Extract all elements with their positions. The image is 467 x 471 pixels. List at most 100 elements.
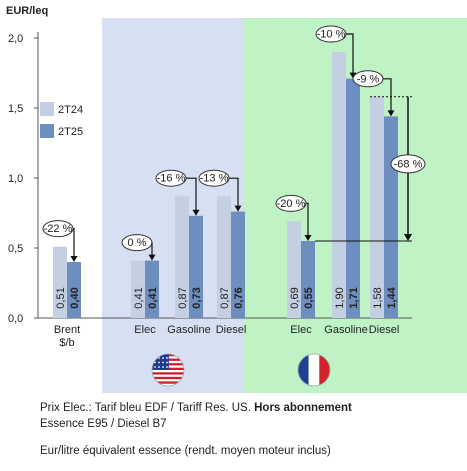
change-arrow xyxy=(346,33,354,74)
change-arrowhead xyxy=(304,235,312,241)
us-flag-icon xyxy=(151,353,185,387)
change-arrow xyxy=(306,202,309,236)
bar-value-label: 0,69 xyxy=(289,287,301,308)
us-flag-stripe-white xyxy=(152,370,184,373)
big-change-label: -68 % xyxy=(394,158,423,170)
category-label: Brent xyxy=(54,324,80,336)
legend-swatch xyxy=(40,124,54,138)
bar-value-label: 0,51 xyxy=(55,287,67,308)
change-label: -16 % xyxy=(157,173,186,185)
category-label-line2: $/b xyxy=(59,337,74,349)
category-label: Diesel xyxy=(369,324,400,336)
legend-label: 2T25 xyxy=(58,126,83,138)
change-arrowhead xyxy=(349,72,357,79)
change-arrowhead xyxy=(234,205,242,212)
bar xyxy=(145,260,159,318)
change-arrowhead xyxy=(70,256,78,262)
footnote-tariff: Prix Elec.: Tarif bleu EDF / Tariff Res.… xyxy=(40,402,352,414)
us-flag-star xyxy=(166,357,168,359)
us-flag-star xyxy=(158,361,160,364)
us-flag-star xyxy=(158,366,160,368)
bar-value-label: 1,90 xyxy=(334,287,346,308)
change-arrow xyxy=(229,177,239,207)
legend-label: 2T24 xyxy=(58,104,83,116)
category-label: Gasoline xyxy=(324,324,367,336)
change-label: -13 % xyxy=(200,173,229,185)
bar-value-label: 0,73 xyxy=(191,287,203,308)
us-flag-stripe-white xyxy=(152,383,184,386)
us-flag-star xyxy=(162,366,164,368)
change-arrow xyxy=(73,228,75,257)
fr-flag-border xyxy=(297,353,331,387)
change-label: -9 % xyxy=(357,73,380,85)
bar-value-label: 0,87 xyxy=(177,287,189,308)
fr-flag-white xyxy=(308,354,320,386)
us-flag-star xyxy=(154,361,156,364)
category-label: Elec xyxy=(290,324,312,336)
bar xyxy=(332,52,346,318)
change-arrowhead xyxy=(192,209,200,216)
footnote-unit: Eur/litre équivalent essence (rendt. moy… xyxy=(40,445,331,457)
bar xyxy=(175,196,189,318)
fr-flag-icon xyxy=(297,353,331,387)
us-flag-stripe-white xyxy=(152,379,184,382)
change-arrow xyxy=(186,177,197,211)
y-axis-title: EUR/leq xyxy=(6,5,48,17)
bar-value-label: 0,87 xyxy=(219,287,231,308)
big-change-arrowhead xyxy=(404,234,412,241)
y-tick-label: 2,0 xyxy=(8,33,23,45)
change-arrow xyxy=(383,78,392,112)
us-flag-star xyxy=(162,361,164,364)
change-label: -22 % xyxy=(44,223,73,235)
fr-flag-body xyxy=(298,354,330,386)
change-label: 0 % xyxy=(128,237,147,249)
footnote-tariff-text: Prix Elec.: Tarif bleu EDF / Tariff Res.… xyxy=(40,402,255,414)
us-flag-stripe-white xyxy=(152,374,184,377)
us-flag-star xyxy=(166,366,168,368)
bar-value-label: 1,71 xyxy=(348,287,360,308)
us-flag-star xyxy=(166,361,168,364)
bar xyxy=(53,246,67,318)
y-tick-label: 1,5 xyxy=(8,103,23,115)
bar-value-label: 1,58 xyxy=(372,287,384,308)
bars: 0,51 0,41 0,87 0,87 0,69 1,90 1,58 0,40 0,41 0,73… xyxy=(53,52,398,319)
category-label: Elec xyxy=(134,324,156,336)
change-arrowhead xyxy=(387,110,395,117)
bar xyxy=(217,196,231,318)
bar xyxy=(189,215,203,318)
us-flag-stripe xyxy=(152,376,184,380)
annotations: -22 % 0 % -16 % -13 % -20 % -10 % -9 % -68 % xyxy=(42,25,426,262)
legend: 2T24 2T25 xyxy=(40,102,83,138)
footnote-tariff-bold: Hors abonnement xyxy=(254,402,352,414)
bar xyxy=(131,260,145,318)
bar-value-label: 0,41 xyxy=(147,287,159,308)
bar-value-label: 0,41 xyxy=(133,287,145,308)
bar-value-label: 0,55 xyxy=(303,287,315,308)
y-tick-label: 0,5 xyxy=(8,243,23,255)
y-tick-label: 1,0 xyxy=(8,173,23,185)
category-label: Diesel xyxy=(216,324,247,336)
bar xyxy=(231,211,245,318)
bar xyxy=(346,78,360,318)
bar xyxy=(301,241,315,318)
bar xyxy=(287,221,301,318)
big-change-oval xyxy=(390,154,426,174)
footnote-fuel: Essence E95 / Diesel B7 xyxy=(40,418,167,430)
bar-value-label: 0,40 xyxy=(69,287,81,308)
bar-value-label: 1,44 xyxy=(386,286,398,308)
y-tick-label: 0,0 xyxy=(8,313,23,325)
us-flag-star xyxy=(162,357,164,359)
bar-value-label: 0,76 xyxy=(233,287,245,308)
fr-flag-red xyxy=(319,354,330,386)
change-label: -20 % xyxy=(277,198,306,210)
bar xyxy=(370,96,384,318)
category-label: Gasoline xyxy=(167,324,210,336)
us-flag-body xyxy=(152,354,184,386)
us-flag-stripe xyxy=(152,381,184,385)
fr-flag-blue xyxy=(298,354,309,386)
us-flag-stripe xyxy=(152,372,184,376)
bar xyxy=(67,262,81,318)
change-label: -10 % xyxy=(317,29,346,41)
